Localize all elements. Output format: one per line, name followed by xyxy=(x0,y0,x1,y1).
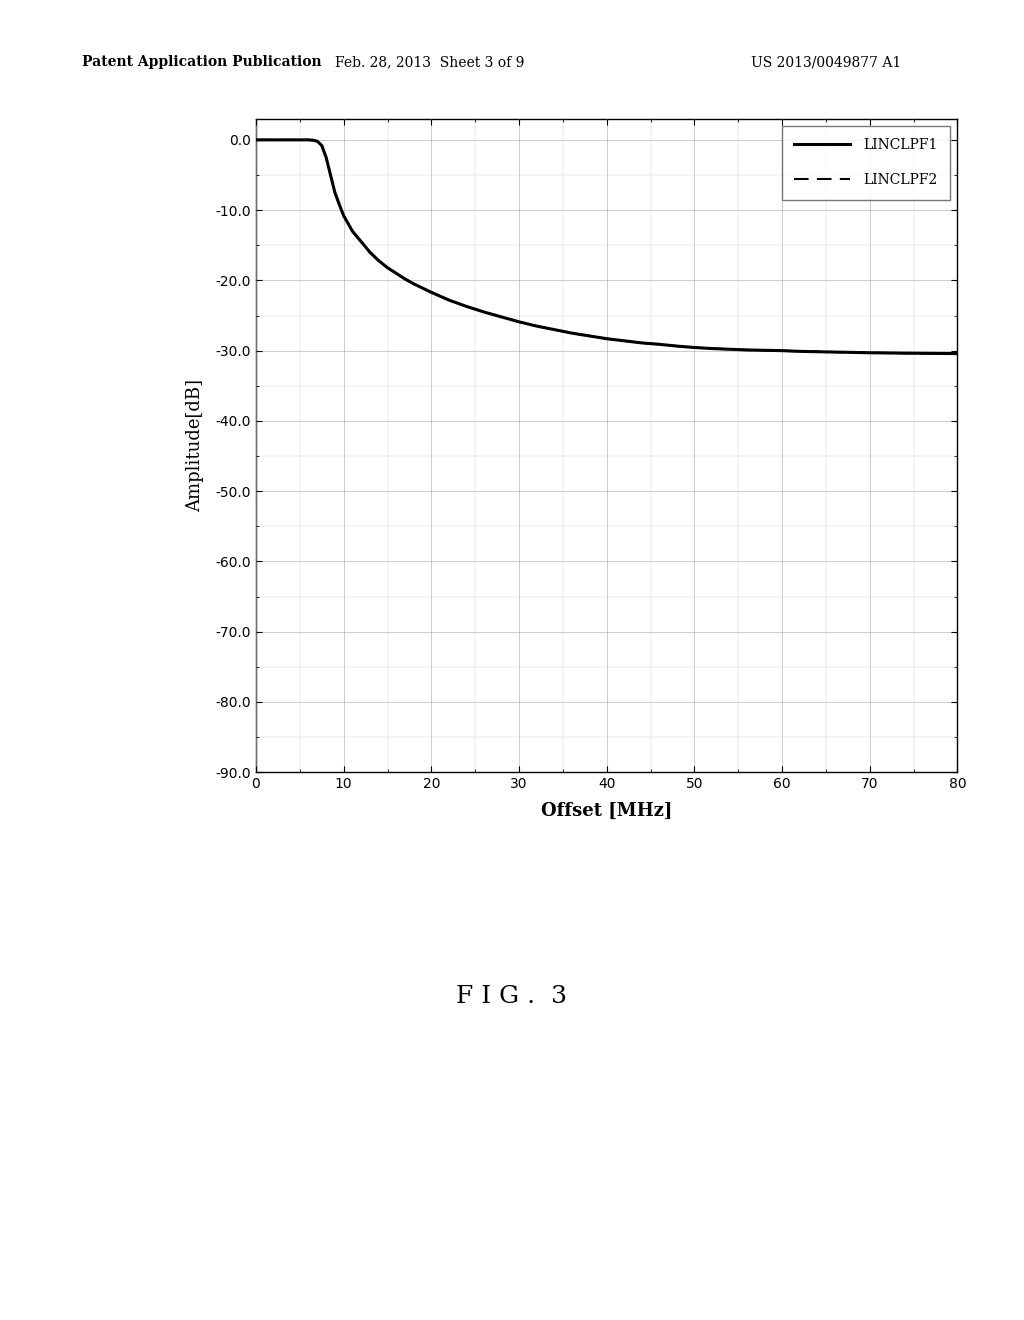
Legend: LINCLPF1, LINCLPF2: LINCLPF1, LINCLPF2 xyxy=(781,125,950,199)
Y-axis label: Amplitude[dB]: Amplitude[dB] xyxy=(186,379,205,512)
Text: F I G .  3: F I G . 3 xyxy=(457,985,567,1008)
Text: Patent Application Publication: Patent Application Publication xyxy=(82,55,322,70)
X-axis label: Offset [MHz]: Offset [MHz] xyxy=(541,803,673,820)
Text: Feb. 28, 2013  Sheet 3 of 9: Feb. 28, 2013 Sheet 3 of 9 xyxy=(336,55,524,70)
Text: US 2013/0049877 A1: US 2013/0049877 A1 xyxy=(751,55,901,70)
